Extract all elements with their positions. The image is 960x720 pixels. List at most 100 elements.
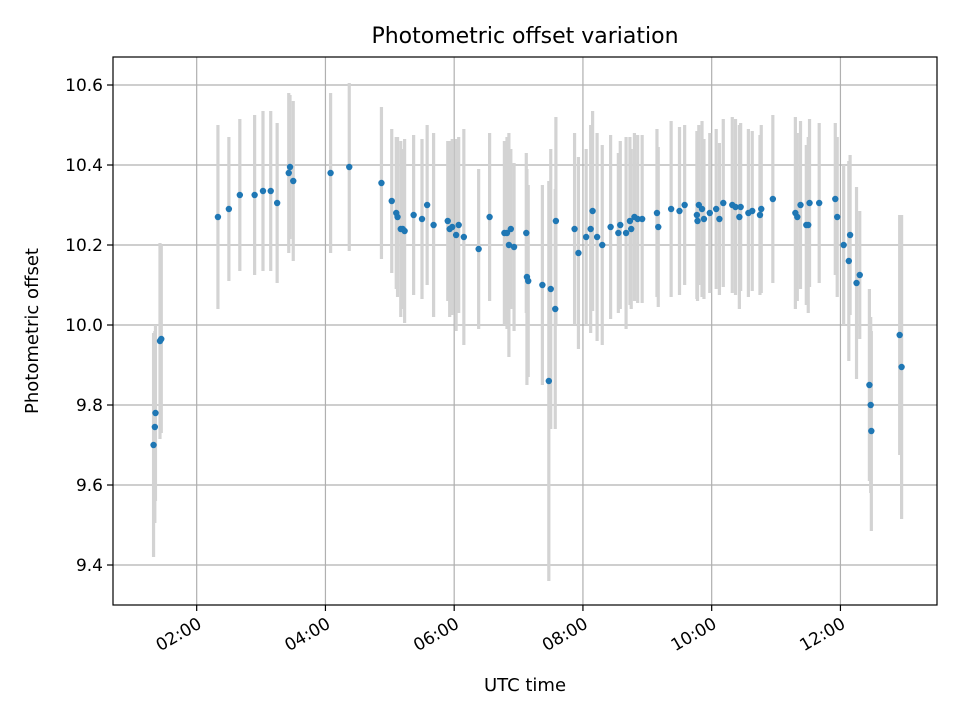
data-point bbox=[700, 215, 708, 223]
x-tick-label: 08:00 bbox=[539, 614, 591, 656]
data-point bbox=[410, 211, 417, 219]
data-point bbox=[510, 243, 518, 251]
data-point bbox=[868, 427, 875, 435]
plot-frame bbox=[112, 56, 938, 606]
data-point bbox=[797, 201, 804, 209]
data-point bbox=[505, 241, 513, 249]
data-point bbox=[749, 207, 756, 215]
x-axis-label: UTC time bbox=[484, 675, 566, 696]
data-point bbox=[693, 211, 701, 219]
data-point bbox=[896, 331, 903, 339]
error-bars bbox=[151, 83, 904, 581]
data-point bbox=[667, 205, 675, 213]
data-point bbox=[388, 197, 395, 205]
data-point bbox=[152, 409, 159, 417]
data-point bbox=[617, 221, 624, 229]
data-point bbox=[151, 423, 159, 431]
data-point bbox=[806, 199, 813, 207]
data-point bbox=[628, 225, 635, 233]
data-point bbox=[150, 441, 157, 449]
data-point bbox=[815, 199, 823, 207]
x-tick-label: 06:00 bbox=[410, 614, 462, 656]
data-point bbox=[794, 213, 801, 221]
y-tick-label: 10.6 bbox=[65, 76, 103, 96]
data-point bbox=[676, 207, 683, 215]
data-point bbox=[589, 207, 596, 215]
data-point bbox=[290, 177, 297, 185]
data-point bbox=[486, 213, 493, 221]
x-tick-label: 10:00 bbox=[668, 614, 720, 656]
data-point bbox=[575, 249, 582, 257]
data-point bbox=[214, 213, 222, 221]
y-tick-label: 10.4 bbox=[65, 156, 103, 176]
data-point bbox=[655, 223, 662, 231]
data-point bbox=[273, 199, 281, 207]
y-tick-label: 10.2 bbox=[65, 236, 103, 256]
data-point bbox=[805, 221, 812, 229]
data-point bbox=[507, 225, 515, 233]
data-point bbox=[571, 225, 578, 233]
data-point bbox=[845, 257, 853, 265]
data-point bbox=[720, 199, 727, 207]
data-point bbox=[552, 305, 559, 313]
data-point bbox=[455, 221, 462, 229]
data-point bbox=[251, 191, 258, 199]
y-tick-label: 9.6 bbox=[76, 476, 103, 496]
data-points bbox=[150, 163, 905, 449]
data-point bbox=[552, 217, 560, 225]
data-point bbox=[716, 215, 723, 223]
data-point bbox=[681, 201, 688, 209]
data-point bbox=[638, 215, 646, 223]
data-point bbox=[622, 229, 630, 237]
data-point bbox=[732, 203, 739, 211]
data-point bbox=[867, 401, 874, 409]
data-point bbox=[626, 217, 634, 225]
data-point bbox=[607, 223, 614, 231]
data-point bbox=[769, 195, 777, 203]
data-point bbox=[285, 169, 292, 177]
data-point bbox=[430, 221, 437, 229]
data-point bbox=[444, 217, 451, 225]
data-point bbox=[547, 285, 554, 293]
data-point bbox=[712, 205, 720, 213]
data-point bbox=[267, 187, 274, 195]
data-point bbox=[346, 163, 353, 171]
data-point bbox=[706, 209, 713, 217]
data-point bbox=[545, 377, 553, 385]
data-point bbox=[394, 213, 401, 221]
y-tick-label: 9.8 bbox=[76, 396, 103, 416]
data-point bbox=[525, 277, 532, 285]
data-point bbox=[840, 241, 847, 249]
y-tick-label: 9.4 bbox=[76, 556, 103, 576]
data-point bbox=[698, 205, 706, 213]
y-axis-label: Photometric offset bbox=[22, 248, 43, 414]
x-tick-label: 02:00 bbox=[153, 614, 205, 656]
data-point bbox=[452, 231, 460, 239]
data-point bbox=[593, 233, 601, 241]
data-point bbox=[615, 229, 622, 237]
data-point bbox=[475, 245, 482, 253]
grid-layer bbox=[113, 57, 937, 605]
data-point bbox=[736, 213, 743, 221]
data-point bbox=[401, 227, 408, 235]
data-point bbox=[503, 229, 511, 237]
data-point bbox=[158, 335, 165, 343]
data-point bbox=[523, 229, 530, 237]
data-point bbox=[423, 201, 431, 209]
data-point bbox=[758, 205, 765, 213]
data-point bbox=[259, 187, 267, 195]
data-point bbox=[834, 213, 841, 221]
data-point bbox=[599, 241, 606, 249]
data-point bbox=[225, 205, 233, 213]
data-point bbox=[539, 281, 546, 289]
data-point bbox=[737, 203, 744, 211]
data-point bbox=[898, 363, 905, 371]
x-tick-label: 04:00 bbox=[282, 614, 334, 656]
data-point bbox=[327, 169, 334, 177]
y-tick-label: 10.0 bbox=[65, 316, 103, 336]
data-point bbox=[856, 271, 863, 279]
data-point bbox=[832, 195, 839, 203]
data-point bbox=[236, 191, 244, 199]
data-point bbox=[449, 223, 456, 231]
